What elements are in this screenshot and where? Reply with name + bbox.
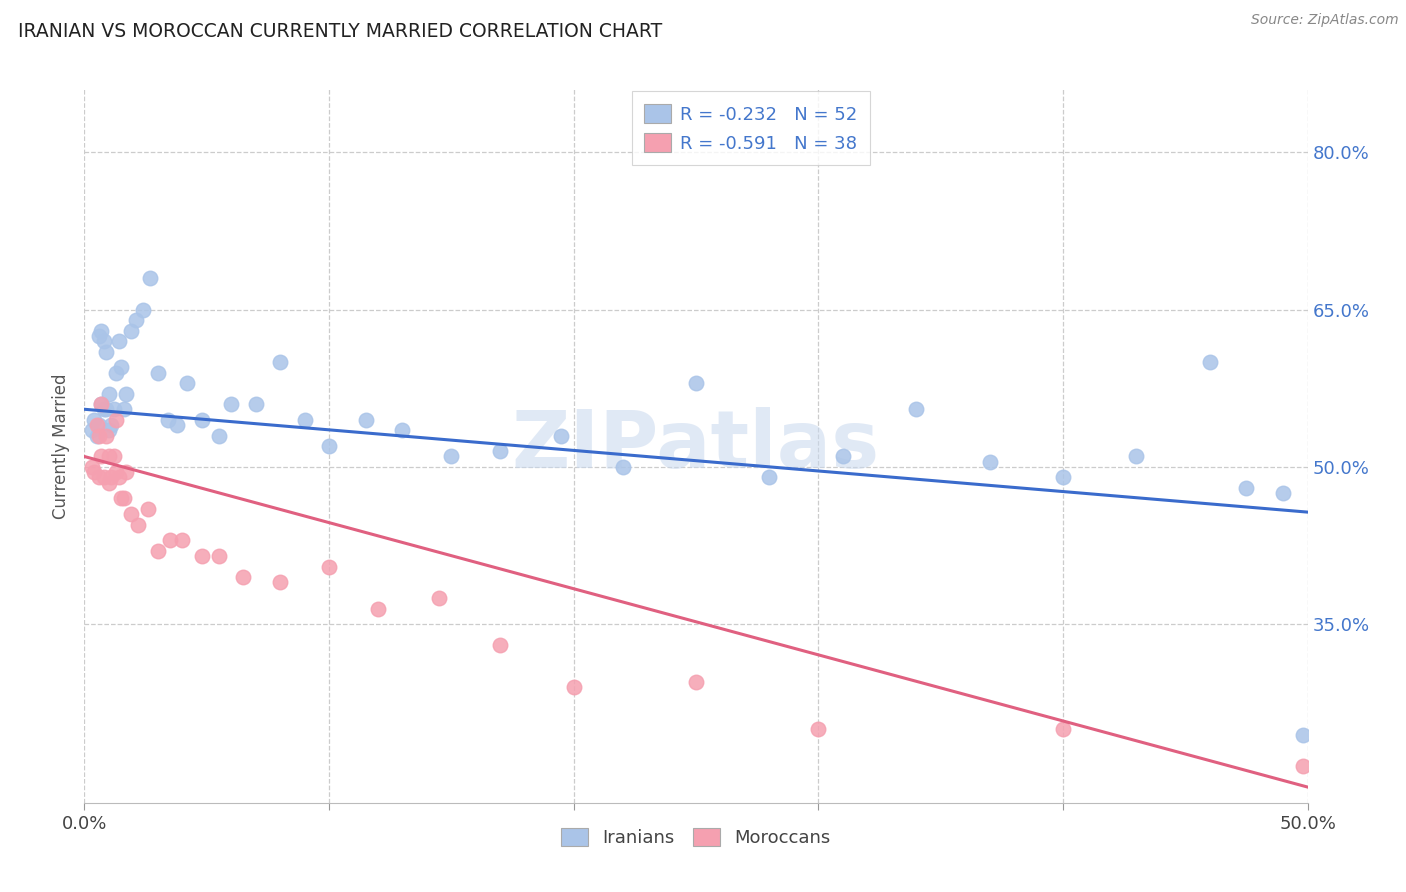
Point xyxy=(93,402,115,417)
Point xyxy=(612,460,634,475)
Point xyxy=(176,376,198,390)
Point xyxy=(318,439,340,453)
Point xyxy=(96,344,118,359)
Point xyxy=(136,502,159,516)
Point xyxy=(354,413,377,427)
Point xyxy=(1052,470,1074,484)
Text: Source: ZipAtlas.com: Source: ZipAtlas.com xyxy=(1251,13,1399,28)
Point xyxy=(191,549,214,564)
Text: ZIPatlas: ZIPatlas xyxy=(512,407,880,485)
Point xyxy=(1292,728,1315,742)
Point xyxy=(156,413,179,427)
Point xyxy=(219,397,242,411)
Point xyxy=(93,470,115,484)
Point xyxy=(115,386,138,401)
Point xyxy=(93,334,115,348)
Point xyxy=(758,470,780,484)
Point xyxy=(80,460,103,475)
Point xyxy=(112,402,135,417)
Point xyxy=(1292,759,1315,773)
Point xyxy=(294,413,316,427)
Point xyxy=(1198,355,1220,369)
Point xyxy=(87,470,110,484)
Point xyxy=(208,549,231,564)
Point xyxy=(97,423,120,437)
Point xyxy=(105,465,128,479)
Point xyxy=(191,413,214,427)
Point xyxy=(90,397,112,411)
Point xyxy=(90,324,112,338)
Point xyxy=(132,302,155,317)
Point xyxy=(269,575,291,590)
Point xyxy=(83,465,105,479)
Text: IRANIAN VS MOROCCAN CURRENTLY MARRIED CORRELATION CHART: IRANIAN VS MOROCCAN CURRENTLY MARRIED CO… xyxy=(18,22,662,41)
Point xyxy=(87,417,110,432)
Point xyxy=(110,491,132,506)
Point xyxy=(100,470,122,484)
Point xyxy=(97,475,120,490)
Y-axis label: Currently Married: Currently Married xyxy=(52,373,70,519)
Point xyxy=(90,397,112,411)
Point xyxy=(112,491,135,506)
Point xyxy=(685,675,707,690)
Point xyxy=(105,366,128,380)
Point xyxy=(103,402,125,417)
Point xyxy=(146,366,169,380)
Point xyxy=(103,450,125,464)
Point xyxy=(100,417,122,432)
Legend: Iranians, Moroccans: Iranians, Moroccans xyxy=(554,821,838,855)
Point xyxy=(391,423,413,437)
Point xyxy=(107,470,129,484)
Point xyxy=(166,417,188,432)
Point xyxy=(87,428,110,442)
Point xyxy=(120,324,142,338)
Point xyxy=(159,533,181,548)
Point xyxy=(110,360,132,375)
Point xyxy=(831,450,853,464)
Point xyxy=(172,533,194,548)
Point xyxy=(87,328,110,343)
Point xyxy=(1272,486,1295,500)
Point xyxy=(232,570,254,584)
Point xyxy=(367,601,389,615)
Point xyxy=(90,450,112,464)
Point xyxy=(427,591,450,606)
Point xyxy=(685,376,707,390)
Point xyxy=(127,517,149,532)
Point xyxy=(269,355,291,369)
Point xyxy=(440,450,463,464)
Point xyxy=(208,428,231,442)
Point xyxy=(979,455,1001,469)
Point xyxy=(80,423,103,437)
Point xyxy=(105,413,128,427)
Point xyxy=(115,465,138,479)
Point xyxy=(83,413,105,427)
Point xyxy=(86,417,108,432)
Point xyxy=(96,428,118,442)
Point xyxy=(120,507,142,521)
Point xyxy=(125,313,148,327)
Point xyxy=(86,428,108,442)
Point xyxy=(318,559,340,574)
Point xyxy=(97,386,120,401)
Point xyxy=(1052,723,1074,737)
Point xyxy=(1236,481,1258,495)
Point xyxy=(96,402,118,417)
Point xyxy=(807,723,830,737)
Point xyxy=(146,544,169,558)
Point xyxy=(562,681,585,695)
Point xyxy=(905,402,928,417)
Point xyxy=(245,397,267,411)
Point xyxy=(550,428,572,442)
Point xyxy=(489,639,512,653)
Point xyxy=(97,450,120,464)
Point xyxy=(107,334,129,348)
Point xyxy=(139,271,162,285)
Point xyxy=(489,444,512,458)
Point xyxy=(1125,450,1147,464)
